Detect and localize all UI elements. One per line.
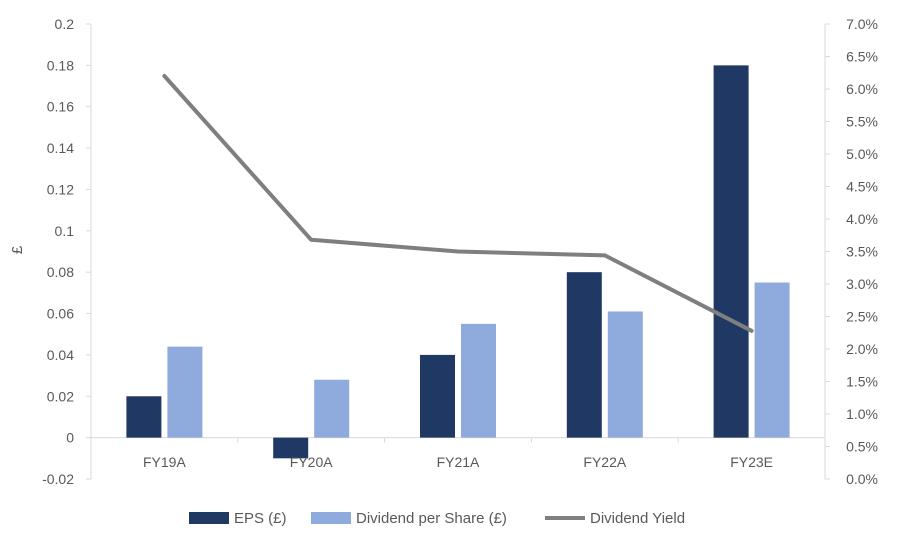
y2-tick-label: 4.0% bbox=[846, 211, 878, 227]
y2-tick-label: 0.5% bbox=[846, 439, 878, 455]
y-tick-label: 0.02 bbox=[47, 388, 74, 404]
y2-tick-label: 3.5% bbox=[846, 244, 878, 260]
y2-tick-label: 2.0% bbox=[846, 341, 878, 357]
y-tick-label: 0.16 bbox=[47, 99, 74, 115]
bar-dividend-fy20a bbox=[314, 379, 350, 438]
bar-dividend-fy22a bbox=[607, 311, 643, 438]
y-tick-label: 0.12 bbox=[47, 181, 74, 197]
x-tick-label: FY19A bbox=[143, 454, 186, 470]
x-tick-label: FY23E bbox=[730, 454, 773, 470]
y-tick-label: 0.18 bbox=[47, 57, 74, 73]
y2-tick-label: 6.0% bbox=[846, 81, 878, 97]
y-axis-title: £ bbox=[9, 245, 26, 254]
y2-tick-label: 4.5% bbox=[846, 179, 878, 195]
y2-tick-label: 2.5% bbox=[846, 309, 878, 325]
legend-label: EPS (£) bbox=[234, 510, 287, 527]
y-tick-label: 0.14 bbox=[47, 140, 74, 156]
y-tick-label: 0.04 bbox=[47, 347, 74, 363]
legend-label: Dividend per Share (£) bbox=[356, 510, 507, 527]
y-tick-label: 0.2 bbox=[55, 16, 75, 32]
y-tick-label: 0.1 bbox=[55, 223, 75, 239]
y2-tick-label: 7.0% bbox=[846, 16, 878, 32]
y2-tick-label: 3.0% bbox=[846, 276, 878, 292]
y2-tick-label: 5.0% bbox=[846, 146, 878, 162]
plot-area: -0.02 0 0.02 0.04 0.06 0.08 0.1 0.12 0.14 0.16 0.1… bbox=[42, 16, 878, 487]
legend: EPS (£) Dividend per Share (£) Dividend Yi… bbox=[189, 510, 685, 527]
bar-eps-fy23e bbox=[713, 65, 749, 438]
bar-eps-fy20a bbox=[273, 437, 309, 459]
y-tick-label: 0.08 bbox=[47, 264, 74, 280]
bar-eps-fy21a bbox=[420, 354, 455, 438]
y-tick-label: -0.02 bbox=[42, 471, 74, 487]
y2-tick-label: 1.0% bbox=[846, 406, 878, 422]
y-tick-label: 0 bbox=[66, 430, 74, 446]
bar-eps-fy19a bbox=[126, 396, 162, 438]
y-tick-label: 0.06 bbox=[47, 306, 74, 322]
line-dividend-yield bbox=[162, 74, 754, 333]
y2-tick-label: 5.5% bbox=[846, 114, 878, 130]
x-tick-label: FY20A bbox=[290, 454, 333, 470]
y2-tick-label: 1.5% bbox=[846, 374, 878, 390]
legend-swatch bbox=[311, 512, 351, 524]
legend-label: Dividend Yield bbox=[590, 510, 685, 527]
x-tick-label: FY21A bbox=[437, 454, 480, 470]
y2-tick-label: 6.5% bbox=[846, 49, 878, 65]
legend-swatch bbox=[189, 512, 229, 524]
bar-eps-fy22a bbox=[566, 272, 602, 438]
bar-dividend-fy23e bbox=[754, 282, 790, 438]
bar-dividend-fy21a bbox=[461, 323, 496, 438]
bar-dividend-fy19a bbox=[167, 346, 203, 438]
x-tick-label: FY22A bbox=[583, 454, 626, 470]
y2-tick-label: 0.0% bbox=[846, 471, 878, 487]
